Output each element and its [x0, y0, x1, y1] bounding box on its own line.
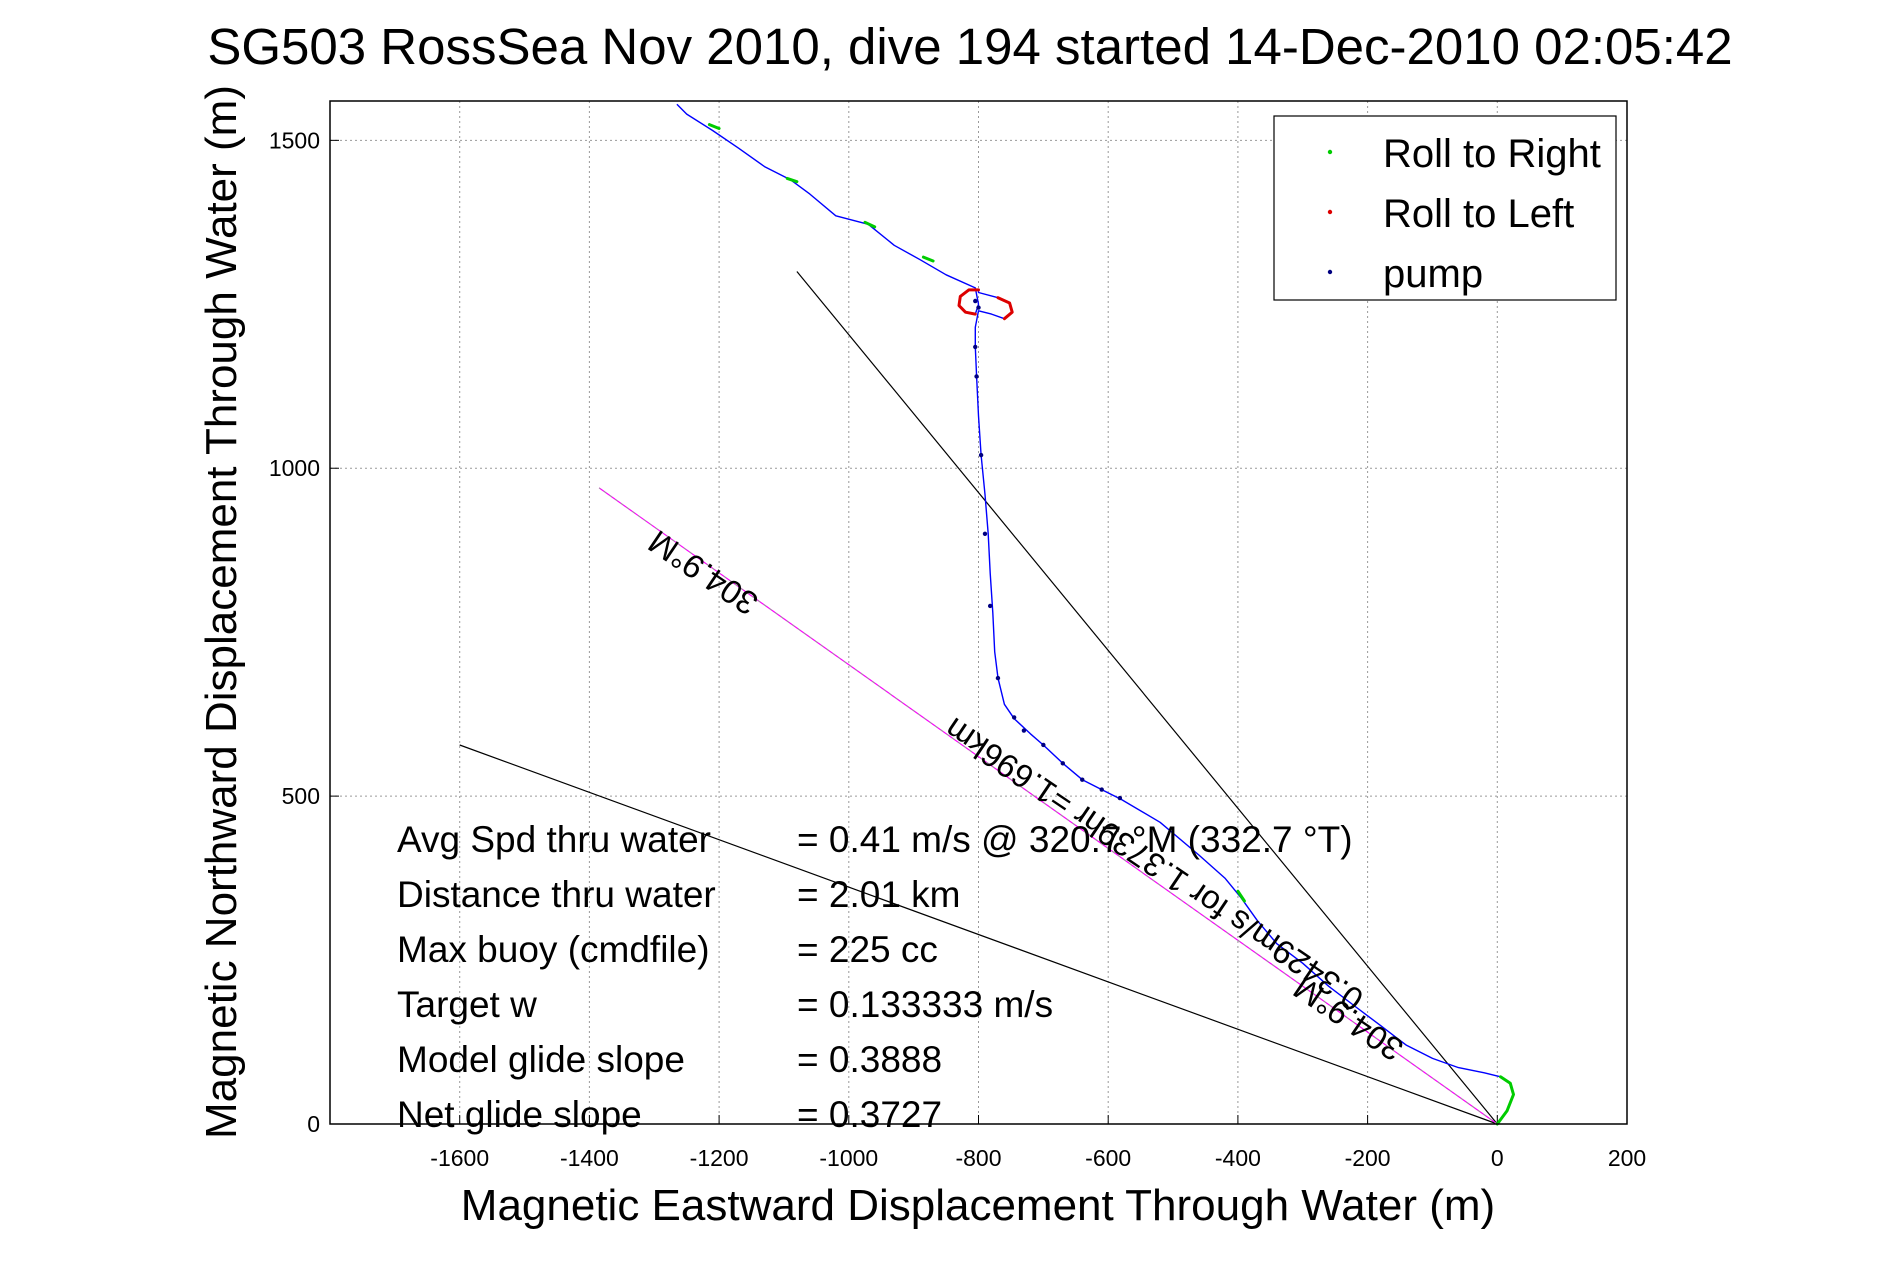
pump-point — [1041, 742, 1046, 748]
roll-right-mark — [863, 220, 877, 229]
pump-point — [1099, 787, 1104, 792]
roll-right-mark — [707, 123, 721, 130]
pump-point — [973, 344, 978, 350]
x-tick-label: 200 — [1608, 1145, 1646, 1171]
reference-lines — [459, 271, 1498, 1125]
legend-marker — [1327, 149, 1333, 155]
y-tick-label: 1000 — [269, 455, 320, 481]
stat-label: Avg Spd thru water — [397, 819, 711, 860]
roll-right-mark — [1236, 889, 1246, 903]
roll-right-mark — [1495, 1075, 1515, 1126]
stats-block: Avg Spd thru water = 0.41 m/s @ 320.7 °M … — [397, 819, 1353, 1135]
roll-right-mark — [785, 176, 799, 184]
stat-value: = 0.3727 — [797, 1094, 942, 1135]
stat-label: Max buoy (cmdfile) — [397, 929, 710, 970]
pump-point — [1060, 761, 1066, 766]
chart-title: SG503 RossSea Nov 2010, dive 194 started… — [207, 18, 1732, 75]
x-tick-label: -800 — [955, 1145, 1001, 1171]
pump-point — [982, 531, 988, 537]
x-tick-label: -1200 — [690, 1145, 749, 1171]
legend-marker — [1327, 209, 1333, 215]
stat-value: = 0.41 m/s @ 320.7 °M (332.7 °T) — [797, 819, 1353, 860]
roll-right-marks — [707, 123, 1515, 1126]
x-tick-label: -400 — [1215, 1145, 1261, 1171]
plot-frame — [329, 100, 1628, 1125]
roll-left-marks — [957, 288, 1014, 321]
pump-point — [976, 305, 981, 310]
pump-point — [995, 675, 1001, 681]
roll-left-mark — [957, 288, 980, 316]
pump-point — [1117, 795, 1123, 801]
x-tick-label: -1000 — [819, 1145, 878, 1171]
legend-label: Roll to Left — [1383, 192, 1574, 236]
pump-point — [987, 603, 993, 609]
reference-line — [796, 271, 1498, 1125]
roll-right-mark — [921, 255, 935, 263]
stat-label: Distance thru water — [397, 874, 716, 915]
pump-point — [978, 452, 984, 458]
pump-point — [1080, 777, 1085, 782]
y-tick-label: 1500 — [269, 127, 320, 153]
legend-label: Roll to Right — [1383, 132, 1601, 176]
x-tick-label: -1400 — [560, 1145, 619, 1171]
legend-box — [1273, 115, 1617, 301]
y-axis-label: Magnetic Northward Displacement Through … — [197, 85, 246, 1139]
y-tick-labels: 0 500 1000 1500 — [269, 127, 320, 1137]
stat-label: Net glide slope — [397, 1094, 642, 1135]
stat-value: = 2.01 km — [797, 874, 961, 915]
reference-line — [459, 744, 1498, 1125]
x-tick-label: -200 — [1345, 1145, 1391, 1171]
pump-point — [1021, 728, 1027, 733]
stat-value: = 225 cc — [797, 929, 938, 970]
x-tick-labels: -1600 -1400 -1200 -1000 -800 -600 -400 -200 0 200 — [430, 1145, 1646, 1171]
legend-marker — [1327, 269, 1333, 275]
pump-marks — [973, 298, 1123, 801]
track-line — [676, 103, 1515, 1125]
y-tick-label: 0 — [307, 1111, 320, 1137]
reference-line — [598, 487, 1498, 1125]
stat-value: = 0.133333 m/s — [797, 984, 1053, 1025]
stat-label: Model glide slope — [397, 1039, 685, 1080]
y-tick-label: 500 — [282, 783, 320, 809]
x-tick-label: -1600 — [430, 1145, 489, 1171]
pump-point — [1011, 715, 1017, 720]
pump-point — [974, 374, 979, 379]
x-tick-label: 0 — [1491, 1145, 1504, 1171]
x-axis-label: Magnetic Eastward Displacement Through W… — [461, 1181, 1495, 1230]
legend-label: pump — [1383, 252, 1483, 296]
legend: Roll to Right Roll to Left pump — [1273, 115, 1617, 301]
pump-point — [973, 298, 978, 304]
stat-value: = 0.3888 — [797, 1039, 942, 1080]
stat-label: Target w — [397, 984, 537, 1025]
dive-track — [676, 103, 1515, 1125]
x-tick-label: -600 — [1085, 1145, 1131, 1171]
roll-left-mark — [996, 296, 1014, 321]
